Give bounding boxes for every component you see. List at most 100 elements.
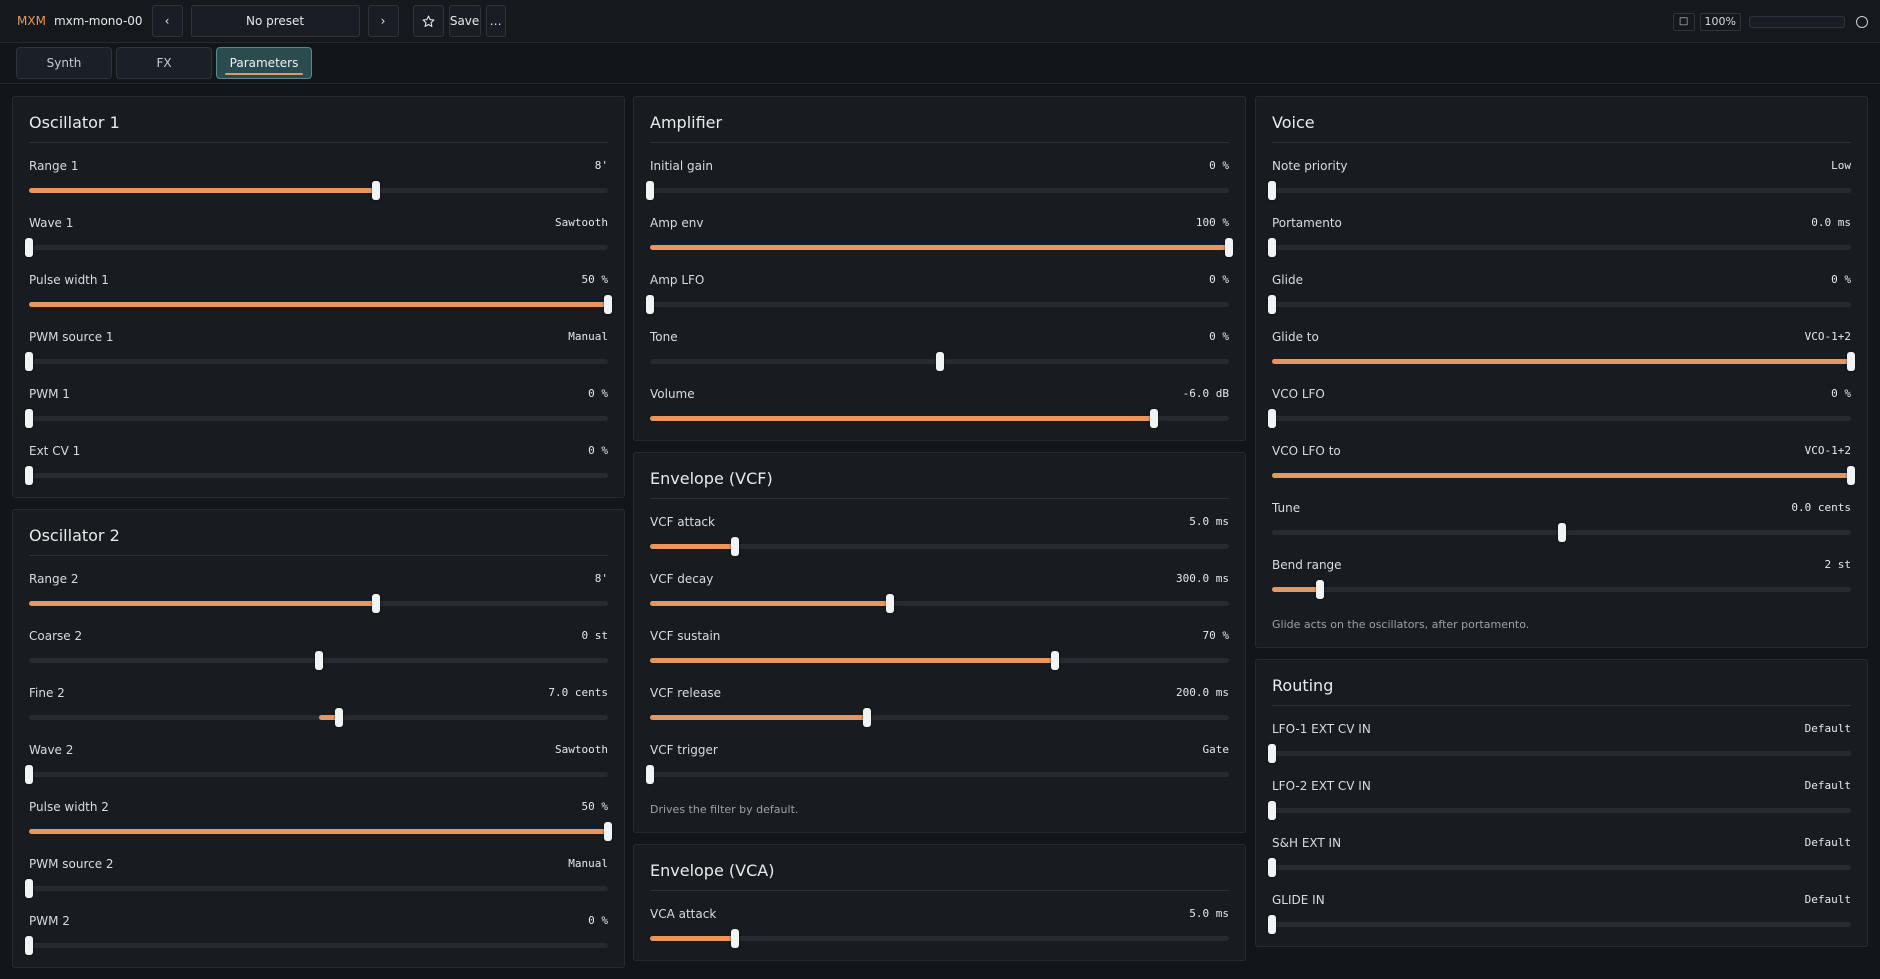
column-right: Voice Note priority Low Portamento 0.0 ms Gli… [1255, 96, 1868, 958]
param-slider[interactable] [650, 238, 1233, 257]
param-coarse-2: Coarse 2 0 st [29, 613, 608, 670]
slider-thumb[interactable] [1268, 744, 1276, 763]
slider-thumb[interactable] [334, 708, 343, 727]
param-slider[interactable] [1268, 409, 1851, 428]
param-slider[interactable] [650, 651, 1229, 670]
param-slider[interactable] [650, 929, 1229, 948]
slider-thumb[interactable] [25, 409, 33, 428]
slider-thumb[interactable] [372, 181, 381, 200]
param-value: 5.0 ms [1189, 907, 1229, 920]
param-slider[interactable] [1268, 238, 1851, 257]
slider-thumb[interactable] [25, 466, 33, 485]
slider-thumb[interactable] [1149, 409, 1158, 428]
slider-thumb[interactable] [1557, 523, 1566, 542]
param-vco-lfo-to: VCO LFO to VCO-1+2 [1272, 428, 1855, 485]
param-slider[interactable] [1272, 580, 1851, 599]
save-button[interactable]: Save [448, 5, 481, 37]
slider-thumb[interactable] [646, 181, 654, 200]
param-label: PWM source 1 [29, 330, 114, 344]
param-slider[interactable] [29, 651, 608, 670]
slider-thumb[interactable] [1268, 409, 1276, 428]
param-tune: Tune 0.0 cents [1272, 485, 1851, 542]
slider-thumb[interactable] [314, 651, 323, 670]
tab-parameters[interactable]: Parameters [216, 47, 312, 79]
slider-thumb[interactable] [935, 352, 944, 371]
slider-thumb[interactable] [1268, 295, 1276, 314]
tab-synth[interactable]: Synth [16, 47, 112, 79]
slider-thumb[interactable] [1268, 801, 1276, 820]
param-slider[interactable] [1272, 466, 1855, 485]
slider-thumb[interactable] [604, 822, 612, 841]
panel-envelope-vcf: Envelope (VCF) VCF attack 5.0 ms VCF decay 3… [633, 452, 1246, 833]
panel-title: Oscillator 2 [29, 510, 608, 556]
preset-selector[interactable]: No preset [190, 5, 360, 37]
slider-thumb[interactable] [1268, 181, 1276, 200]
param-pwm-source-2: PWM source 2 Manual [25, 841, 608, 898]
param-slider[interactable] [1268, 744, 1851, 763]
more-button[interactable]: … [485, 5, 506, 37]
param-label: VCF sustain [650, 629, 721, 643]
tab-fx[interactable]: FX [116, 47, 212, 79]
param-slider[interactable] [1268, 181, 1851, 200]
slider-thumb[interactable] [731, 929, 740, 948]
param-pulse-width-2: Pulse width 2 50 % [29, 784, 612, 841]
slider-thumb[interactable] [1847, 466, 1855, 485]
slider-thumb[interactable] [1847, 352, 1855, 371]
param-glide-to: Glide to VCO-1+2 [1272, 314, 1855, 371]
param-slider[interactable] [650, 594, 1229, 613]
slider-thumb[interactable] [863, 708, 872, 727]
slider-thumb[interactable] [604, 295, 612, 314]
param-slider[interactable] [25, 466, 608, 485]
slider-fill [650, 936, 736, 941]
zoom-level[interactable]: 100% [1699, 12, 1741, 31]
param-value: 0 % [1209, 273, 1229, 286]
param-slider[interactable] [1268, 801, 1851, 820]
param-slider[interactable] [25, 879, 608, 898]
param-slider[interactable] [646, 295, 1229, 314]
slider-thumb[interactable] [1268, 858, 1276, 877]
param-slider[interactable] [25, 936, 608, 955]
param-slider[interactable] [25, 352, 608, 371]
slider-fill [29, 829, 608, 834]
slider-thumb[interactable] [25, 879, 33, 898]
slider-thumb[interactable] [886, 594, 895, 613]
slider-thumb[interactable] [25, 936, 33, 955]
param-slider[interactable] [29, 822, 612, 841]
window-mode-button[interactable]: □ [1672, 12, 1695, 31]
param-slider[interactable] [29, 295, 612, 314]
slider-thumb[interactable] [25, 765, 33, 784]
param-slider[interactable] [1268, 858, 1851, 877]
param-slider[interactable] [1268, 915, 1851, 934]
param-slider[interactable] [25, 765, 608, 784]
slider-fill [650, 544, 736, 549]
slider-thumb[interactable] [1225, 238, 1233, 257]
slider-thumb[interactable] [646, 295, 654, 314]
param-slider[interactable] [1272, 523, 1851, 542]
param-slider[interactable] [29, 708, 608, 727]
prev-preset-button[interactable]: ‹ [151, 5, 183, 37]
slider-thumb[interactable] [1051, 651, 1060, 670]
param-slider[interactable] [650, 537, 1229, 556]
param-slider[interactable] [25, 238, 608, 257]
param-slider[interactable] [1272, 352, 1855, 371]
param-slider[interactable] [646, 765, 1229, 784]
param-slider[interactable] [1268, 295, 1851, 314]
slider-thumb[interactable] [1268, 238, 1276, 257]
next-preset-button[interactable]: › [367, 5, 399, 37]
param-slider[interactable] [25, 409, 608, 428]
param-slider[interactable] [650, 708, 1229, 727]
param-slider[interactable] [646, 181, 1229, 200]
param-slider[interactable] [29, 181, 608, 200]
slider-thumb[interactable] [646, 765, 654, 784]
param-slider[interactable] [650, 409, 1229, 428]
slider-thumb[interactable] [731, 537, 740, 556]
slider-thumb[interactable] [25, 238, 33, 257]
slider-thumb[interactable] [1316, 580, 1325, 599]
power-icon[interactable] [1856, 15, 1868, 28]
slider-thumb[interactable] [1268, 915, 1276, 934]
favorite-button[interactable] [412, 5, 444, 37]
param-slider[interactable] [650, 352, 1229, 371]
param-slider[interactable] [29, 594, 608, 613]
slider-thumb[interactable] [372, 594, 381, 613]
slider-thumb[interactable] [25, 352, 33, 371]
